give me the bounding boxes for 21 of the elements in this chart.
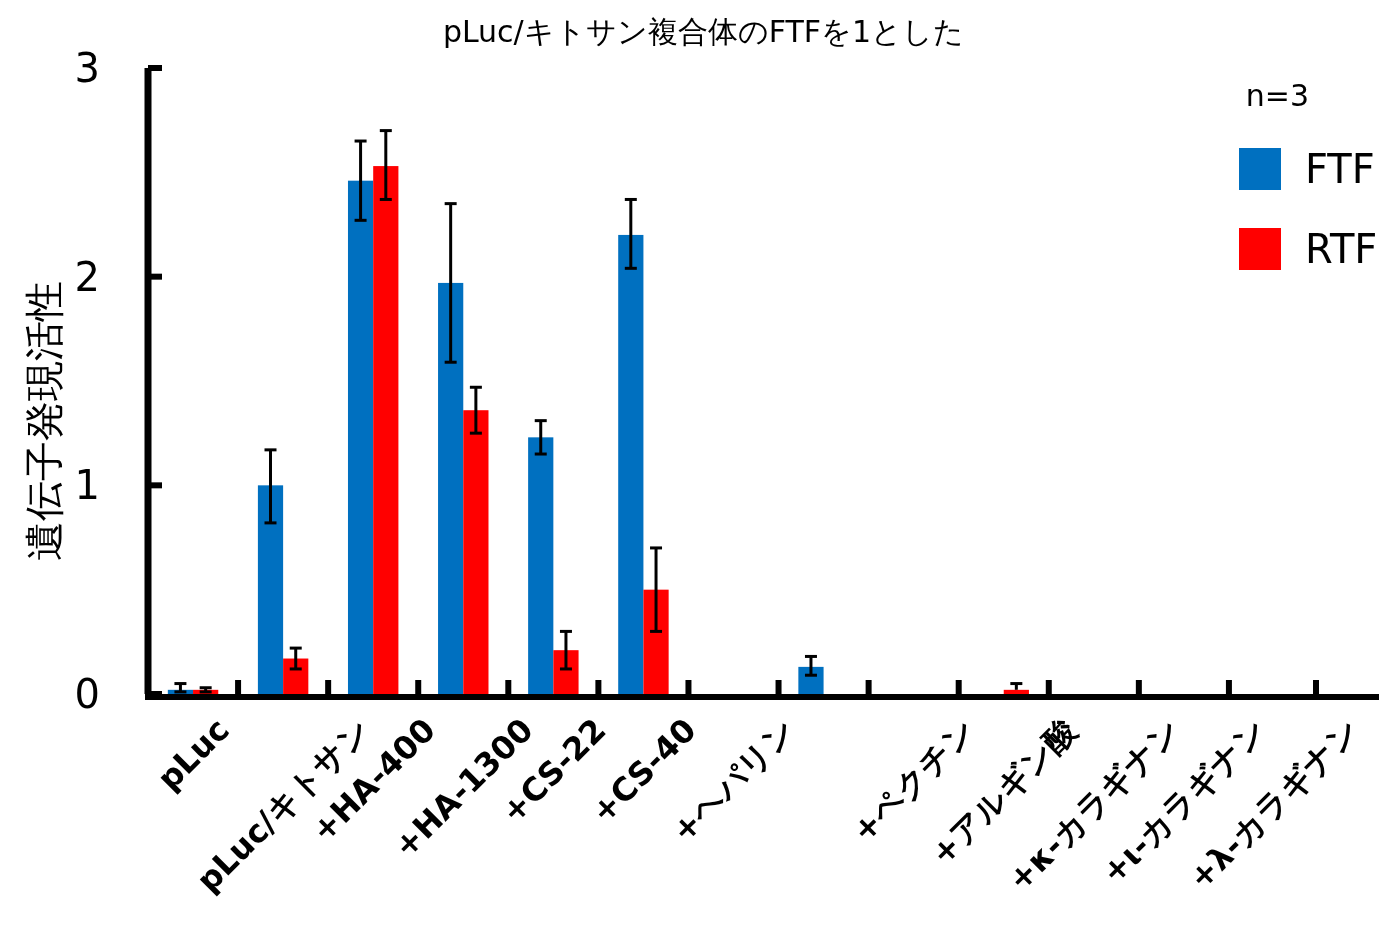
y-tick-label: 2 — [74, 253, 100, 300]
y-tick-label: 3 — [74, 45, 100, 91]
bar — [373, 166, 399, 694]
bar — [1003, 689, 1029, 694]
bar — [347, 180, 374, 694]
y-tick-label: 0 — [74, 671, 100, 717]
bar — [463, 410, 489, 694]
bar — [618, 234, 644, 694]
bar — [553, 650, 579, 694]
legend-label: RTF — [1305, 226, 1378, 272]
y-axis-title: 遺伝子発現活性 — [21, 281, 67, 561]
bar — [438, 282, 464, 694]
chart-title: pLuc/キトサン複合体のFTFを1とした — [442, 14, 965, 49]
bar — [283, 658, 309, 694]
legend-label: FTF — [1305, 146, 1375, 192]
legend-title: n=3 — [1245, 78, 1309, 113]
bar — [257, 485, 284, 694]
bar — [528, 437, 554, 694]
bar — [643, 589, 669, 694]
bar — [798, 666, 824, 694]
y-tick-label: 1 — [74, 462, 100, 509]
